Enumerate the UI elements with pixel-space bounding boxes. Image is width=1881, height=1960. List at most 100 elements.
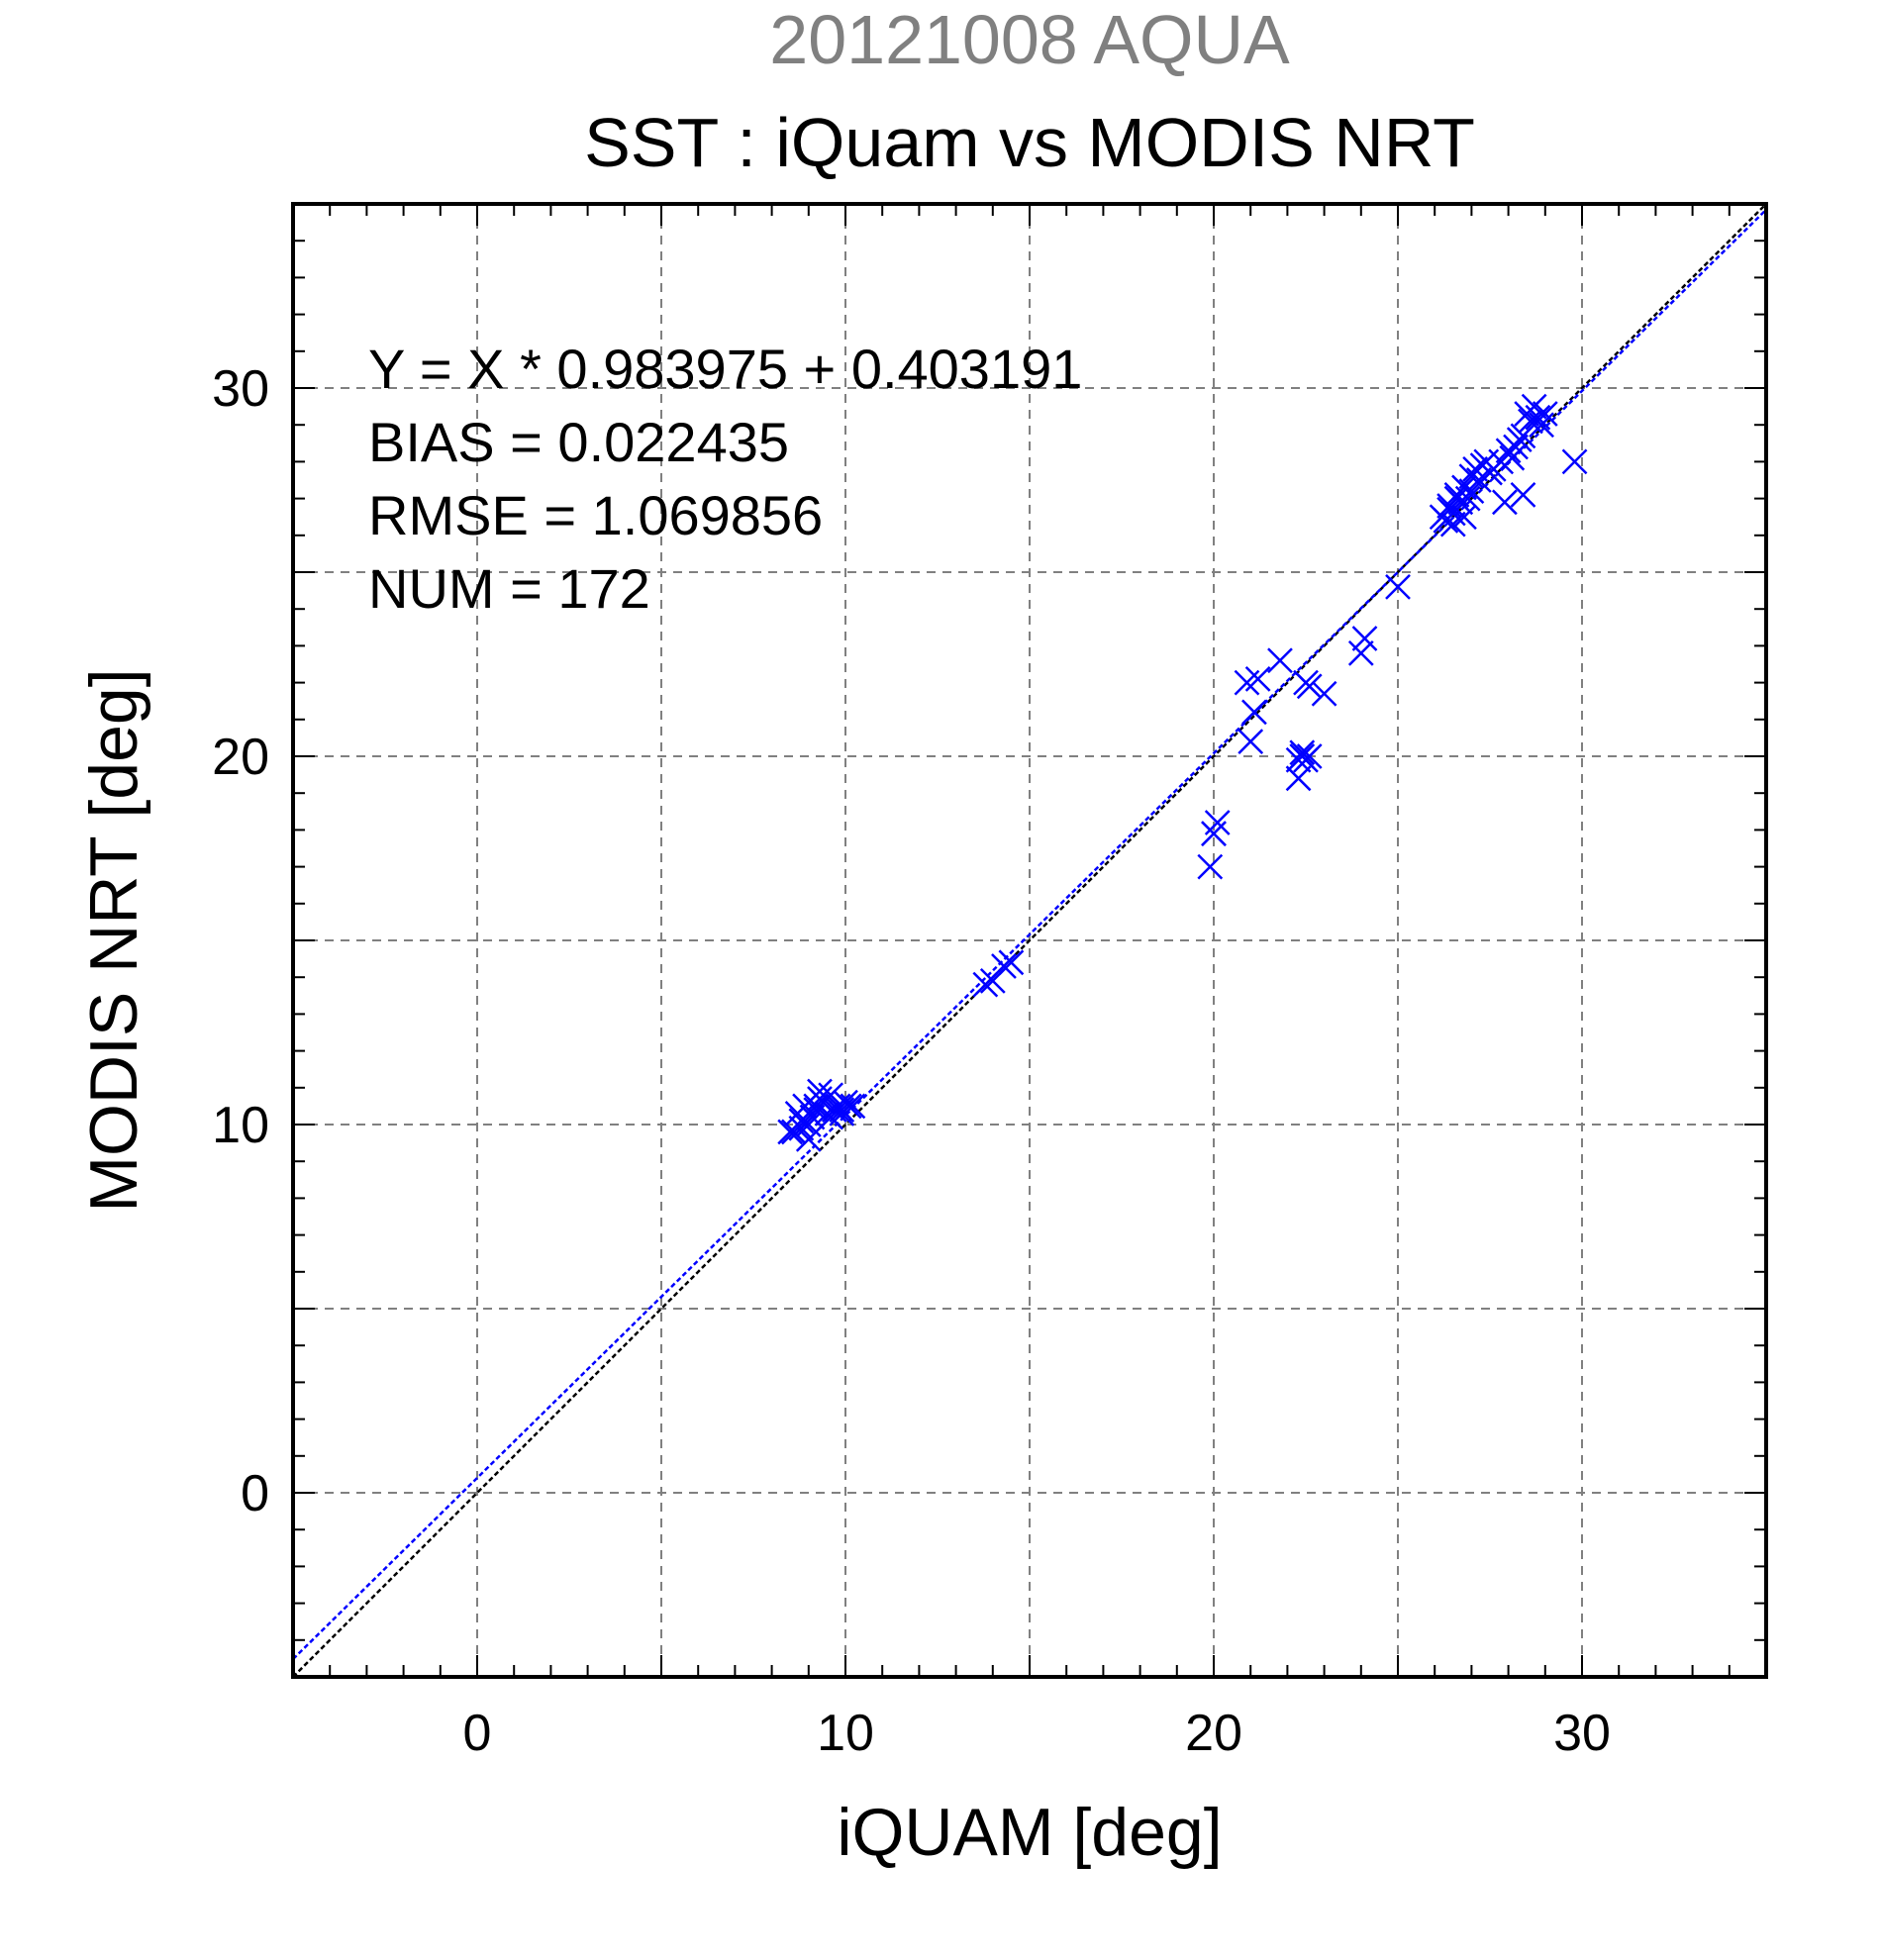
x-tick-labels: 0 10 20 30 (463, 1705, 1611, 1762)
y-tick-label: 30 (212, 360, 269, 418)
chart-title: SST : iQuam vs MODIS NRT (584, 104, 1475, 181)
data-point (1473, 448, 1500, 475)
stats-num: NUM = 172 (368, 557, 650, 620)
data-point (1525, 404, 1551, 431)
chart-suptitle: 20121008 AQUA (769, 1, 1290, 78)
x-axis-label: iQUAM [deg] (837, 1795, 1222, 1870)
data-point (1458, 478, 1485, 505)
data-point (1510, 423, 1536, 449)
data-point (1385, 573, 1411, 600)
data-point (1347, 639, 1374, 666)
data-point (991, 953, 1017, 979)
data-point (1443, 485, 1470, 512)
data-point-stroke (1311, 680, 1337, 707)
data-point (1285, 765, 1312, 792)
x-tick-label: 30 (1553, 1705, 1611, 1762)
data-point (1451, 504, 1477, 531)
data-point (1491, 489, 1518, 516)
data-point-stroke (803, 1093, 830, 1120)
data-point (1532, 401, 1558, 427)
data-point-stroke (1267, 647, 1293, 674)
y-tick-label: 10 (212, 1097, 269, 1154)
data-point-stroke (1510, 423, 1536, 449)
data-point-stroke (1201, 821, 1227, 847)
data-point-stroke (991, 953, 1017, 979)
y-tick-label: 20 (212, 729, 269, 786)
data-point-stroke (1532, 401, 1558, 427)
data-point (1241, 699, 1267, 726)
stats-equation: Y = X * 0.983975 + 0.403191 (368, 338, 1082, 400)
data-point-stroke (1525, 404, 1551, 431)
data-point-stroke (1443, 485, 1470, 512)
data-point (836, 1093, 862, 1120)
data-point-stroke (1436, 496, 1462, 523)
data-point (998, 949, 1025, 976)
data-point (1296, 673, 1323, 700)
y-axis-label: MODIS NRT [deg] (76, 668, 151, 1212)
data-point (1561, 448, 1588, 475)
data-point-stroke (1518, 408, 1543, 435)
data-point (807, 1086, 833, 1112)
data-point-stroke (807, 1086, 833, 1112)
data-point (1197, 853, 1224, 880)
data-point-stroke (1289, 739, 1316, 766)
data-point (1503, 434, 1529, 460)
data-point-stroke (1465, 467, 1492, 493)
data-point (1234, 669, 1260, 696)
data-point-stroke (1458, 478, 1485, 505)
data-point-stroke (1241, 699, 1267, 726)
data-point-stroke (795, 1112, 822, 1137)
stats-rmse: RMSE = 1.069856 (368, 484, 823, 546)
data-point-stroke (836, 1093, 862, 1120)
data-point (1285, 746, 1312, 773)
x-tick-label: 0 (463, 1705, 492, 1762)
data-point-stroke (818, 1104, 844, 1130)
scatter-points (777, 393, 1588, 1152)
data-point (781, 1119, 807, 1145)
data-point (803, 1093, 830, 1120)
data-point (1351, 626, 1378, 651)
data-point-stroke (1462, 455, 1489, 482)
data-point-stroke (998, 949, 1025, 976)
grid-lines (293, 204, 1766, 1677)
data-point-stroke (1510, 481, 1536, 508)
data-point-stroke (1296, 673, 1323, 700)
data-point-stroke (1451, 474, 1477, 501)
data-point-stroke (1473, 448, 1500, 475)
data-point-stroke (1454, 485, 1481, 512)
data-point-stroke (1385, 573, 1411, 600)
x-tick-label: 10 (817, 1705, 874, 1762)
x-tick-label: 20 (1185, 1705, 1242, 1762)
data-point (1267, 647, 1293, 674)
data-point-stroke (1451, 504, 1477, 531)
data-point-stroke (1285, 746, 1312, 773)
data-point-stroke (807, 1078, 833, 1105)
data-point (1289, 739, 1316, 766)
data-point (1436, 496, 1462, 523)
data-point-stroke (1351, 626, 1378, 651)
stats-bias: BIAS = 0.022435 (368, 411, 789, 473)
data-point-stroke (1491, 489, 1518, 516)
data-point-stroke (1197, 853, 1224, 880)
data-point-stroke (1238, 729, 1264, 755)
y-tick-labels: 0 10 20 30 (212, 360, 269, 1522)
data-point (1201, 821, 1227, 847)
data-point (1465, 467, 1492, 493)
data-point-stroke (1234, 669, 1260, 696)
y-tick-label: 0 (241, 1465, 269, 1522)
stats-box: Y = X * 0.983975 + 0.403191 BIAS = 0.022… (368, 338, 1082, 620)
data-point (1439, 511, 1466, 538)
plot-frame (291, 202, 1768, 1679)
data-point (829, 1097, 855, 1124)
data-point-stroke (829, 1097, 855, 1124)
data-point (795, 1112, 822, 1137)
data-point-stroke (1521, 393, 1547, 420)
data-point (1510, 481, 1536, 508)
data-point-stroke (1439, 511, 1466, 538)
data-point-stroke (1285, 765, 1312, 792)
data-point-stroke (781, 1119, 807, 1145)
data-point-stroke (1503, 434, 1529, 460)
data-point-stroke (1561, 448, 1588, 475)
data-point (818, 1104, 844, 1130)
